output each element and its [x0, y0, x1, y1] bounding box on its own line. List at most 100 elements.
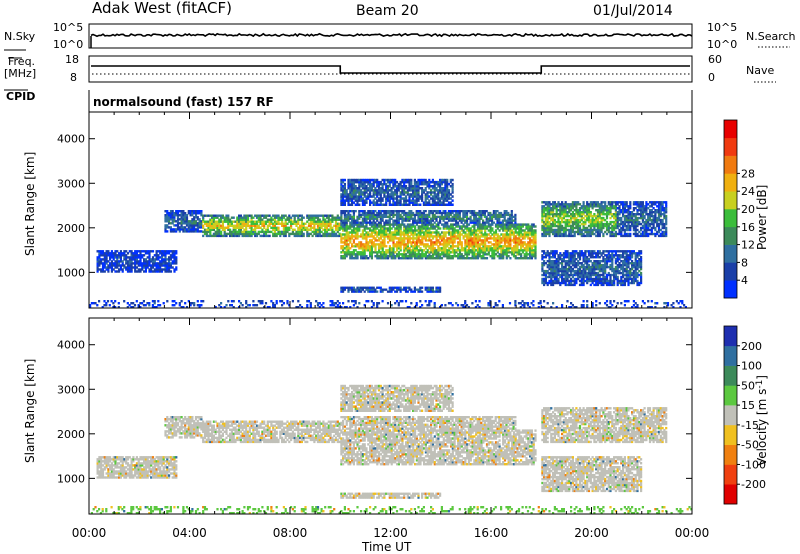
echo-cell — [482, 233, 485, 236]
echo-cell — [345, 255, 348, 258]
echo-cell — [430, 257, 433, 260]
echo-cell — [412, 211, 415, 215]
echo-cell — [555, 230, 558, 234]
echo-cell — [566, 254, 569, 257]
echo-cell — [406, 239, 409, 242]
echo-cell — [236, 222, 239, 225]
echo-cell — [367, 195, 370, 198]
echo-cell — [385, 235, 388, 238]
echo-cell — [582, 216, 585, 220]
echo-cell — [562, 258, 565, 261]
echo-cell — [159, 262, 162, 265]
echo-cell — [541, 258, 544, 261]
echo-cell — [114, 254, 117, 257]
echo-cell — [473, 211, 476, 215]
echo-cell — [571, 273, 574, 277]
echo-cell — [397, 231, 400, 234]
echo-cell — [259, 226, 262, 229]
echo-cell — [447, 211, 451, 215]
echo-cell — [570, 252, 573, 255]
echo-cell — [483, 210, 486, 213]
echo-cell — [169, 212, 172, 215]
echo-cell — [381, 243, 384, 246]
echo-cell — [559, 220, 562, 224]
echo-cell — [212, 234, 215, 238]
echo-cell — [284, 218, 287, 221]
echo-cell — [430, 203, 433, 206]
echo-cell — [365, 286, 368, 289]
echo-cell — [544, 209, 547, 212]
echo-cell — [433, 251, 436, 254]
echo-cell — [508, 219, 512, 222]
echo-cell — [304, 228, 307, 231]
echo-cell — [532, 245, 535, 248]
echo-cell — [160, 270, 164, 273]
echo-cell — [270, 222, 273, 225]
echo-cell — [568, 207, 571, 210]
echo-cell — [413, 180, 416, 184]
echo-cell — [394, 257, 397, 260]
echo-cell — [415, 191, 418, 194]
echo-cell — [417, 191, 420, 194]
echo-cell — [428, 180, 431, 184]
echo-cell — [446, 211, 449, 215]
echo-cell — [507, 213, 510, 217]
echo-cell — [388, 213, 391, 217]
echo-cell — [578, 232, 582, 236]
echo-cell — [424, 253, 427, 256]
echo-cell — [559, 230, 562, 234]
echo-cell — [324, 226, 327, 229]
echo-cell — [184, 228, 187, 231]
echo-cell — [568, 263, 571, 267]
echo-cell — [571, 230, 574, 234]
echo-cell — [573, 226, 576, 230]
echo-cell — [189, 224, 192, 227]
echo-cell — [413, 203, 416, 206]
echo-cell — [390, 251, 393, 254]
echo-cell — [386, 178, 390, 182]
echo-cell — [417, 235, 420, 238]
echo-cell — [114, 270, 117, 273]
echo-cell — [370, 288, 373, 291]
echo-cell — [546, 271, 549, 275]
echo-cell — [243, 230, 246, 234]
echo-cell — [182, 228, 185, 231]
echo-cell — [421, 241, 424, 244]
echo-cell — [238, 214, 241, 217]
echo-cell — [325, 220, 329, 223]
echo-cell — [347, 247, 350, 250]
echo-cell — [246, 230, 250, 234]
echo-cell — [114, 262, 117, 265]
echo-cell — [507, 255, 510, 258]
echo-cell — [379, 229, 382, 232]
echo-cell — [395, 199, 399, 202]
echo-cell — [236, 220, 239, 223]
echo-cell — [428, 257, 431, 260]
echo-cell — [417, 199, 420, 202]
echo-cell — [480, 211, 483, 215]
echo-cell — [417, 180, 420, 184]
echo-cell — [571, 224, 574, 228]
echo-cell — [562, 260, 565, 263]
echo-cell — [478, 221, 481, 224]
echo-cell — [376, 215, 379, 218]
echo-cell — [419, 233, 422, 236]
echo-cell — [564, 207, 567, 210]
echo-cell — [342, 290, 345, 293]
echo-cell — [396, 255, 399, 258]
echo-cell — [548, 260, 551, 263]
echo-cell — [358, 189, 361, 192]
echo-cell — [440, 243, 444, 246]
echo-cell — [297, 228, 300, 231]
echo-cell — [288, 218, 291, 221]
echo-cell — [546, 211, 549, 214]
echo-cell — [351, 237, 354, 240]
echo-cell — [541, 232, 544, 236]
echo-cell — [329, 226, 332, 229]
echo-cell — [406, 217, 409, 220]
echo-cell — [444, 211, 447, 215]
echo-cell — [390, 253, 393, 256]
echo-cell — [225, 232, 228, 236]
echo-cell — [437, 215, 440, 218]
echo-cell — [336, 216, 339, 219]
